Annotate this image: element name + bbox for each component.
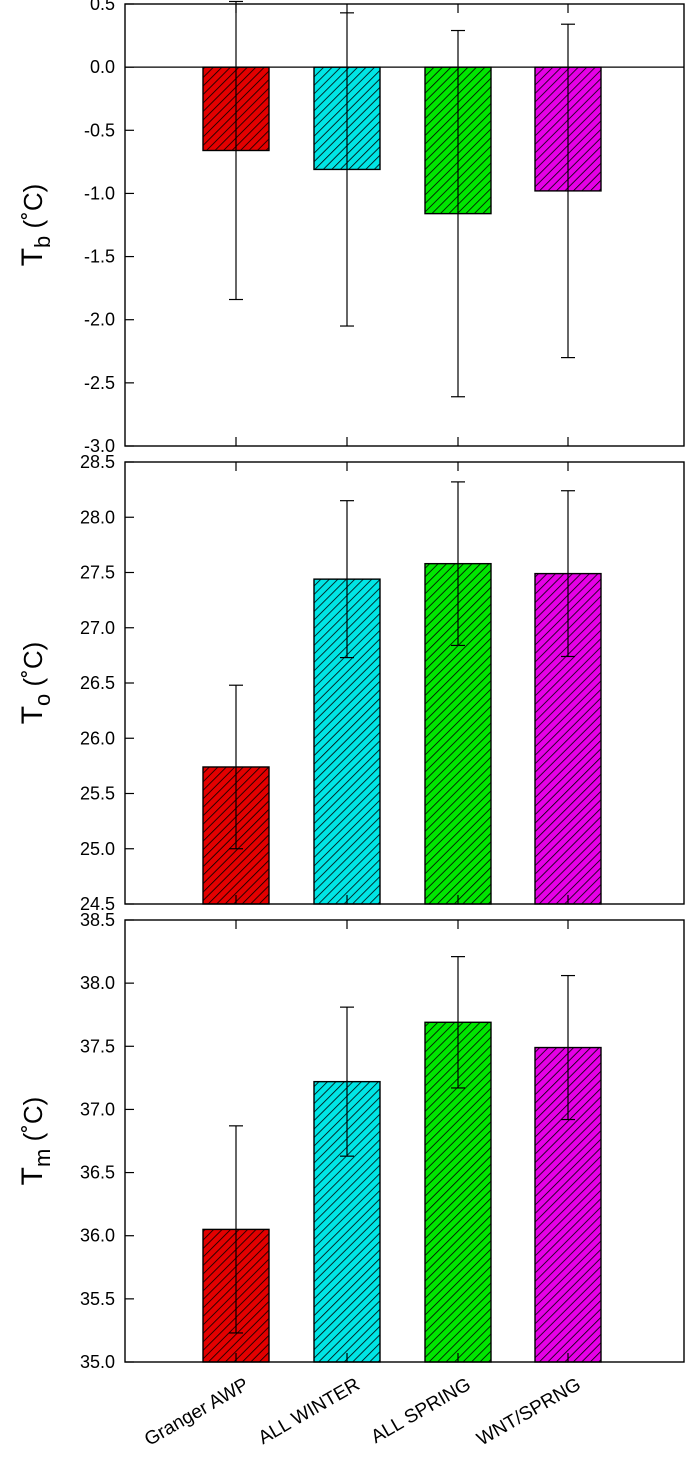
plot-frame [124,919,685,1363]
y-tick-label: 28.5 [80,452,115,472]
x-tick-label-3: ALL SPRING [368,1374,475,1448]
y-tick-label: 38.5 [80,910,115,930]
y-tick-label: 35.0 [80,1352,115,1372]
y-tick-label: 37.5 [80,1036,115,1056]
y-tick-label: -1.0 [84,183,115,203]
x-tick-label-4: WNT/SPRNG [473,1374,584,1450]
y-tick-label: 0.5 [90,0,115,14]
y-tick-label: -2.5 [84,373,115,393]
y-axis-label: Tb (˚C) [16,184,55,267]
y-tick-label: 26.5 [80,673,115,693]
y-tick-label: 36.5 [80,1163,115,1183]
y-tick-label: 27.0 [80,618,115,638]
panel-1: 0.5 0.0 -0.5 -1.0 -1.5 -2.0 -2.5 -3.0 Tb (˚C) [16,0,685,456]
y-tick-label: 26.0 [80,728,115,748]
y-tick-label: 25.0 [80,839,115,859]
y-tick-label: 37.0 [80,1099,115,1119]
plot-frame [124,3,685,447]
y-tick-label: 36.0 [80,1226,115,1246]
y-tick-label: -2.0 [84,310,115,330]
y-tick-label: 25.5 [80,784,115,804]
panel-2: 28.5 28.0 27.5 27.0 26.5 26.0 25.5 25.0 24.5 To (… [16,452,685,914]
x-tick-label-2: ALL WINTER [255,1374,364,1449]
y-tick-label: -0.5 [84,120,115,140]
y-tick-label: -1.5 [84,247,115,267]
y-tick-label: -3.0 [84,436,115,456]
y-tick-label: 27.5 [80,563,115,583]
y-axis-label: Tm (˚C) [16,1097,55,1186]
y-tick-label: 38.0 [80,973,115,993]
y-tick-label: 28.0 [80,507,115,527]
y-tick-label: 24.5 [80,894,115,914]
x-tick-label-1: Granger AWP [141,1374,252,1450]
y-tick-label: 35.5 [80,1289,115,1309]
y-tick-label: 0.0 [90,57,115,77]
panel-3: 38.5 38.0 37.5 37.0 36.5 36.0 35.5 35.0 Tm (˚C) G… [16,910,685,1451]
y-axis-label: To (˚C) [16,642,55,725]
